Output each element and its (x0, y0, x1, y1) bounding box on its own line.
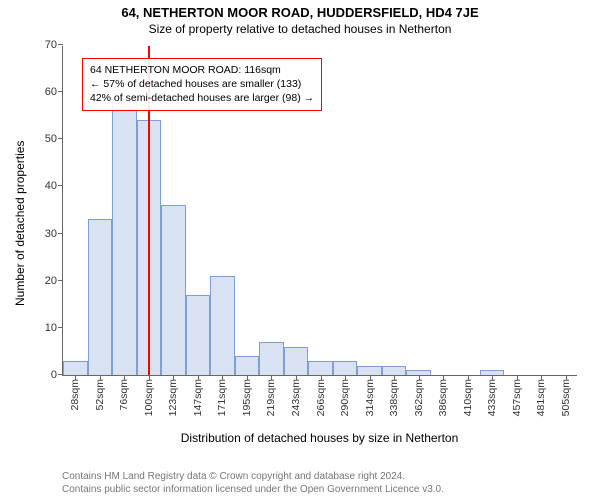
xtick-mark (296, 375, 297, 380)
ytick-label: 50 (45, 133, 63, 145)
x-axis-label: Distribution of detached houses by size … (62, 431, 577, 445)
xtick-label: 410sqm (462, 375, 474, 416)
xtick-label: 266sqm (315, 375, 327, 416)
xtick-label: 386sqm (437, 375, 449, 416)
ytick-mark (58, 185, 63, 186)
xtick-mark (75, 375, 76, 380)
histogram-bar (210, 276, 235, 375)
info-box-line: 64 NETHERTON MOOR ROAD: 116sqm (90, 63, 314, 77)
ytick-mark (58, 327, 63, 328)
histogram-bar (284, 347, 309, 375)
xtick-mark (100, 375, 101, 380)
ytick-mark (58, 233, 63, 234)
xtick-label: 481sqm (535, 375, 547, 416)
xtick-mark (419, 375, 420, 380)
xtick-label: 171sqm (216, 375, 228, 416)
ytick-mark (58, 280, 63, 281)
xtick-mark (321, 375, 322, 380)
xtick-mark (345, 375, 346, 380)
histogram-bar (63, 361, 88, 375)
xtick-mark (198, 375, 199, 380)
ytick-label: 70 (45, 39, 63, 51)
xtick-mark (443, 375, 444, 380)
xtick-label: 505sqm (560, 375, 572, 416)
histogram-bar (88, 219, 113, 375)
histogram-bar (235, 356, 260, 375)
info-box-line: 42% of semi-detached houses are larger (… (90, 91, 314, 105)
ytick-label: 60 (45, 86, 63, 98)
ytick-mark (58, 91, 63, 92)
xtick-mark (394, 375, 395, 380)
xtick-label: 433sqm (486, 375, 498, 416)
xtick-label: 76sqm (118, 375, 130, 411)
ytick-label: 10 (45, 322, 63, 334)
xtick-label: 219sqm (265, 375, 277, 416)
y-axis-label: Number of detached properties (13, 141, 27, 306)
histogram-bar (382, 366, 407, 375)
histogram-bar (357, 366, 382, 375)
xtick-mark (271, 375, 272, 380)
histogram-bar (259, 342, 284, 375)
xtick-mark (149, 375, 150, 380)
histogram-bar (112, 102, 137, 375)
xtick-label: 362sqm (413, 375, 425, 416)
info-box: 64 NETHERTON MOOR ROAD: 116sqm← 57% of d… (82, 58, 322, 111)
xtick-label: 100sqm (143, 375, 155, 416)
xtick-label: 28sqm (69, 375, 81, 411)
xtick-label: 457sqm (511, 375, 523, 416)
xtick-mark (370, 375, 371, 380)
xtick-mark (222, 375, 223, 380)
ytick-label: 40 (45, 180, 63, 192)
xtick-label: 52sqm (94, 375, 106, 411)
info-box-line: ← 57% of detached houses are smaller (13… (90, 77, 314, 91)
ytick-label: 30 (45, 228, 63, 240)
xtick-mark (247, 375, 248, 380)
histogram-bar (161, 205, 186, 375)
xtick-label: 338sqm (388, 375, 400, 416)
xtick-label: 147sqm (192, 375, 204, 416)
xtick-mark (517, 375, 518, 380)
footer-line-1: Contains HM Land Registry data © Crown c… (62, 470, 444, 483)
histogram-chart: 0 10 20 30 40 50 60 70 28sqm 52sqm 76sqm 100sqm 123s… (0, 0, 600, 500)
xtick-label: 314sqm (364, 375, 376, 416)
xtick-label: 195sqm (241, 375, 253, 416)
ytick-label: 20 (45, 275, 63, 287)
footer-line-2: Contains public sector information licen… (62, 483, 444, 496)
xtick-label: 290sqm (339, 375, 351, 416)
histogram-bar (186, 295, 211, 375)
xtick-label: 243sqm (290, 375, 302, 416)
xtick-label: 123sqm (167, 375, 179, 416)
ytick-label: 0 (51, 369, 63, 381)
ytick-mark (58, 138, 63, 139)
xtick-mark (541, 375, 542, 380)
xtick-mark (492, 375, 493, 380)
histogram-bar (308, 361, 333, 375)
histogram-bar (333, 361, 358, 375)
xtick-mark (124, 375, 125, 380)
xtick-mark (173, 375, 174, 380)
ytick-mark (58, 44, 63, 45)
xtick-mark (468, 375, 469, 380)
xtick-mark (566, 375, 567, 380)
footer-attribution: Contains HM Land Registry data © Crown c… (62, 470, 444, 496)
